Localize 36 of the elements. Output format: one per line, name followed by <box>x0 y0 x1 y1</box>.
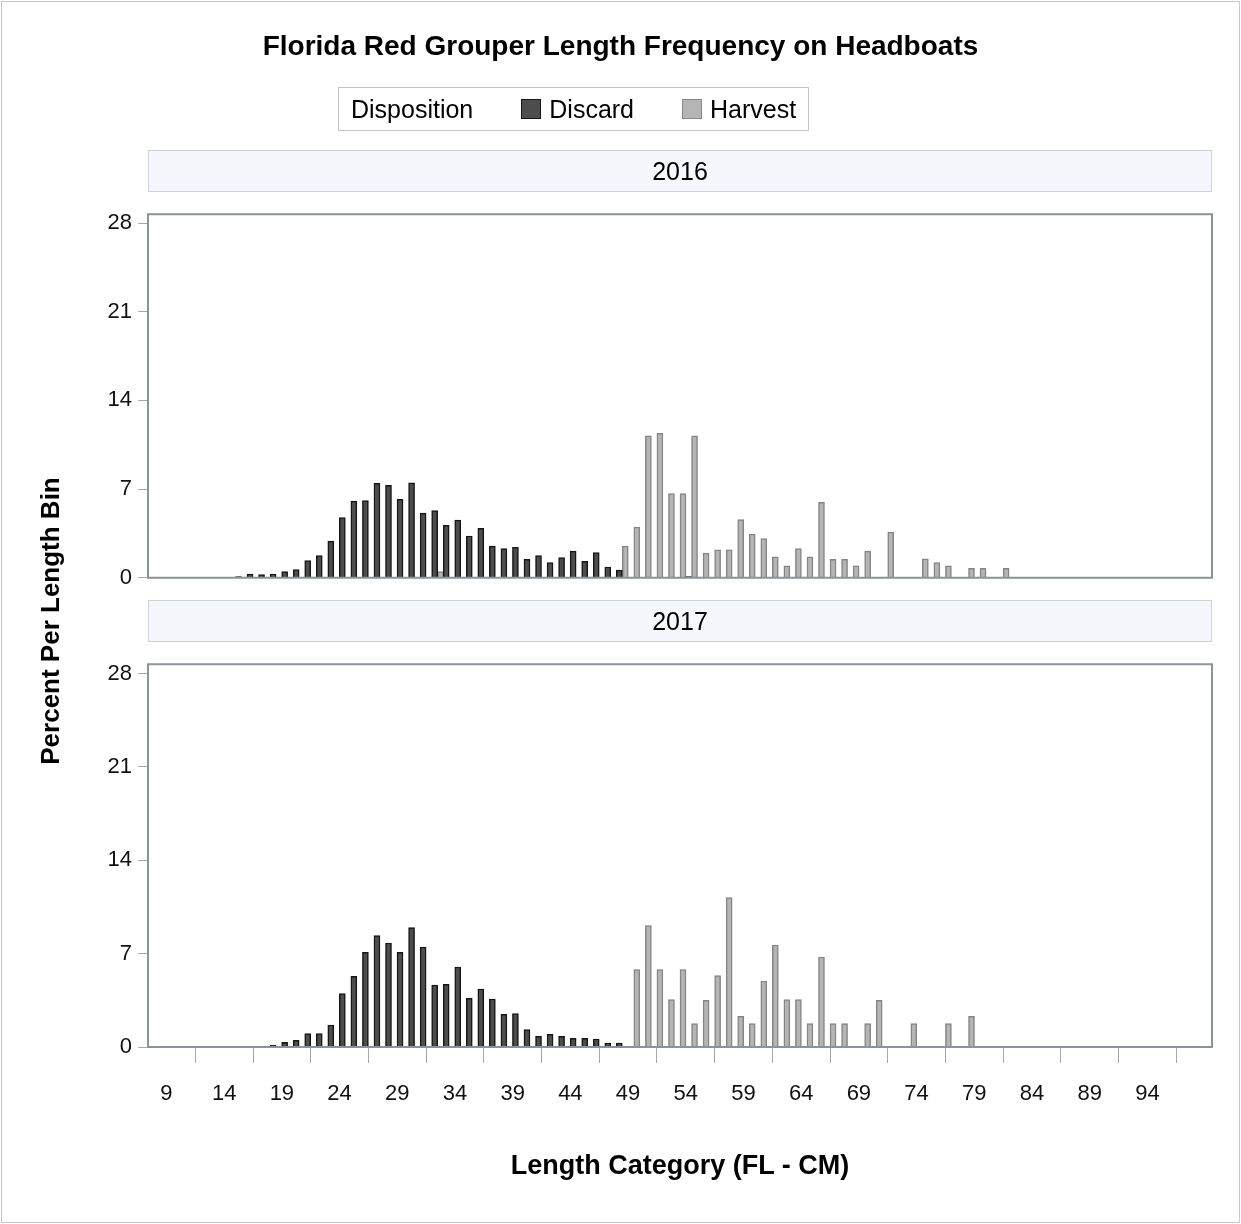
y-tick-label: 0 <box>119 563 132 589</box>
x-tick-label: 84 <box>1019 1080 1045 1106</box>
y-axis-title: Percent Per Length Bin <box>34 477 66 765</box>
x-tick-label: 89 <box>1077 1080 1102 1106</box>
y-tick-label: 7 <box>119 939 132 965</box>
chart-title: Florida Red Grouper Length Frequency on Headboats <box>261 30 980 62</box>
y-tick-label: 14 <box>107 386 132 412</box>
legend-label: Discard <box>549 94 635 124</box>
y-tick-label: 21 <box>107 752 132 778</box>
legend-label: Harvest <box>710 94 797 124</box>
chart-subtitle: 2017 <box>148 600 1212 642</box>
x-tick-label: 64 <box>788 1080 814 1106</box>
x-tick-label: 24 <box>327 1080 352 1106</box>
x-tick-label: 49 <box>615 1080 641 1106</box>
x-tick-label: 34 <box>442 1080 468 1106</box>
x-tick-label: 19 <box>269 1080 295 1106</box>
x-tick-label: 59 <box>731 1080 756 1106</box>
y-tick-label: 21 <box>107 297 132 323</box>
x-tick-label: 14 <box>211 1080 237 1106</box>
y-tick-label: 14 <box>107 846 132 872</box>
x-tick-label: 54 <box>673 1080 699 1106</box>
legend-title: Disposition <box>351 94 474 124</box>
y-tick-label: 28 <box>107 209 132 235</box>
x-tick-label: 9 <box>160 1080 173 1106</box>
x-tick-label: 39 <box>500 1080 525 1106</box>
chart-subtitle: 2016 <box>148 150 1212 192</box>
x-tick-label: 74 <box>904 1080 929 1106</box>
x-tick-label: 94 <box>1135 1080 1160 1106</box>
y-tick-label: 28 <box>107 659 132 685</box>
x-tick-label: 29 <box>385 1080 410 1106</box>
y-tick-label: 7 <box>119 475 132 501</box>
y-tick-label: 0 <box>119 1033 132 1059</box>
x-tick-label: 44 <box>558 1080 583 1106</box>
x-axis-title: Length Category (FL - CM) <box>510 1150 850 1181</box>
x-tick-label: 79 <box>962 1080 987 1106</box>
x-tick-label: 69 <box>846 1080 872 1106</box>
